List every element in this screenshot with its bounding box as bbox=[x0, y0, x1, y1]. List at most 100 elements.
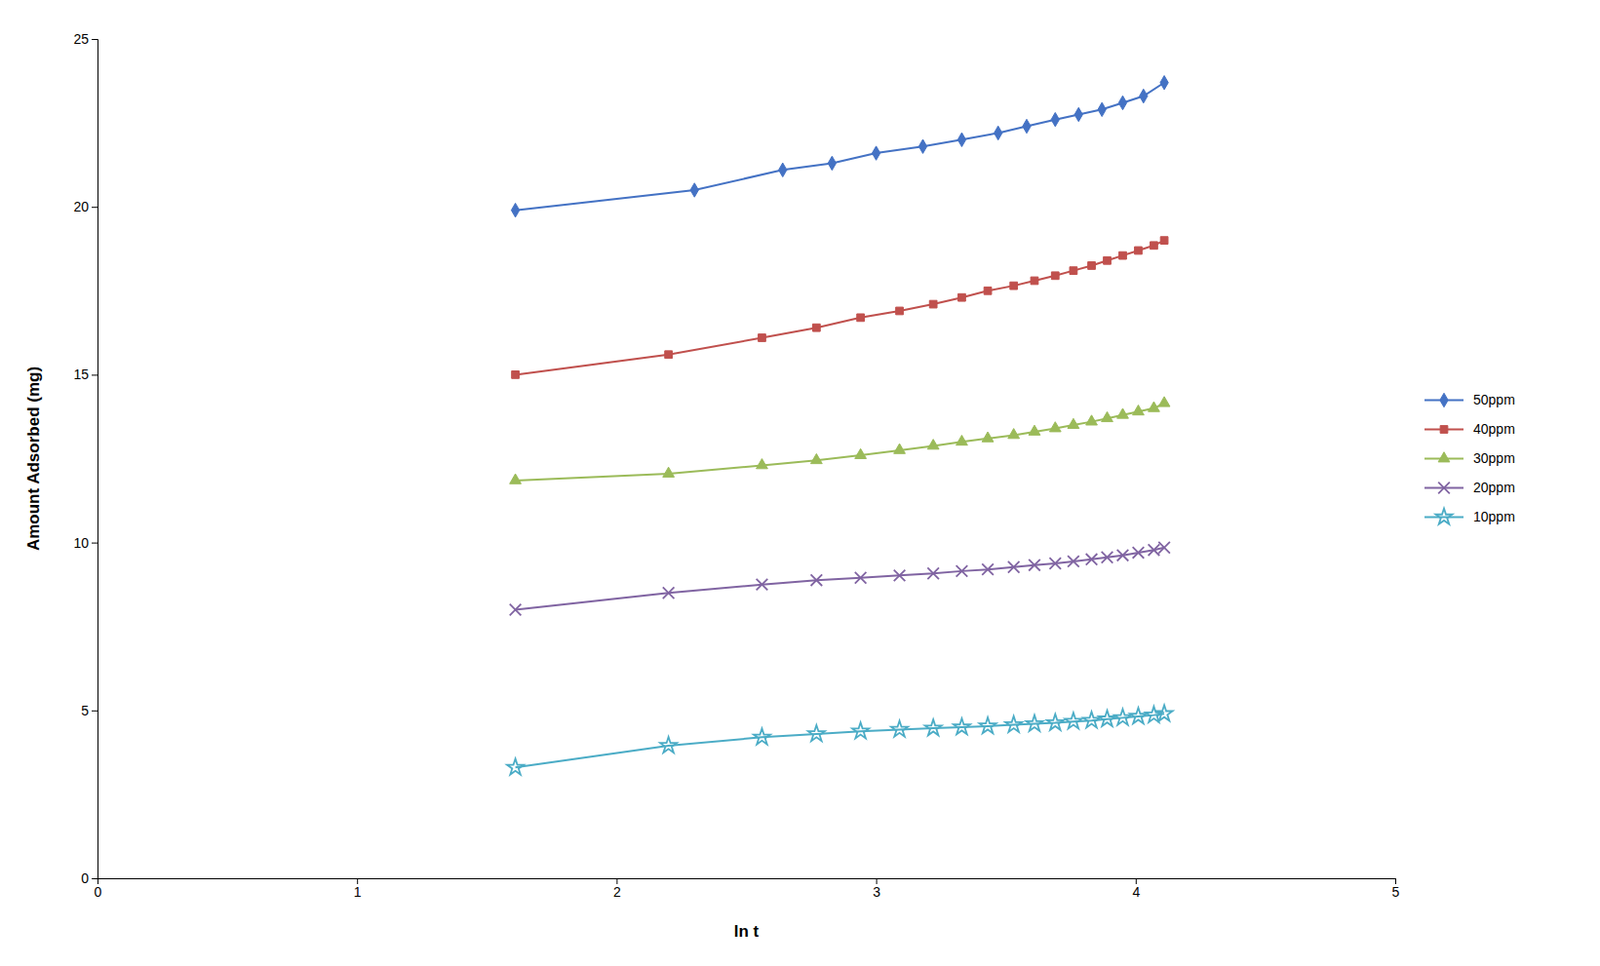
marker bbox=[1132, 546, 1145, 559]
marker bbox=[813, 323, 821, 332]
marker bbox=[511, 371, 520, 380]
marker bbox=[663, 586, 675, 599]
tick-label: 15 bbox=[73, 366, 89, 383]
legend: 50ppm40ppm30ppm20ppm10ppm bbox=[1424, 391, 1516, 525]
marker bbox=[510, 202, 519, 217]
marker bbox=[1156, 704, 1173, 721]
tick-mark bbox=[91, 374, 98, 376]
marker bbox=[1088, 262, 1096, 271]
marker bbox=[1103, 256, 1112, 265]
marker bbox=[1067, 555, 1080, 568]
marker bbox=[958, 293, 967, 302]
marker bbox=[1134, 246, 1143, 255]
marker bbox=[979, 717, 997, 734]
marker bbox=[1101, 411, 1114, 422]
tick-mark bbox=[91, 710, 98, 712]
marker bbox=[1117, 549, 1130, 562]
marker bbox=[1010, 281, 1018, 290]
legend-marker bbox=[1438, 482, 1450, 495]
tick: 25 bbox=[73, 31, 98, 47]
marker bbox=[1047, 714, 1064, 731]
marker bbox=[1030, 276, 1039, 285]
tick: 0 bbox=[80, 870, 98, 887]
legend-label: 40ppm bbox=[1473, 421, 1516, 437]
marker bbox=[896, 307, 904, 315]
marker bbox=[1119, 251, 1128, 260]
marker bbox=[855, 572, 867, 585]
axis-line bbox=[91, 39, 99, 880]
axis-line bbox=[98, 879, 1397, 886]
tick-label: 10 bbox=[73, 535, 89, 551]
marker bbox=[663, 467, 675, 477]
chart: 0123450510152025ln tAmount Adsorbed (mg)… bbox=[0, 0, 1600, 966]
tick: 0 bbox=[94, 878, 103, 900]
marker bbox=[811, 574, 823, 586]
tick-label: 1 bbox=[353, 884, 362, 900]
marker bbox=[1101, 551, 1114, 564]
marker bbox=[660, 737, 677, 753]
marker bbox=[1158, 542, 1171, 554]
tick-label: 0 bbox=[80, 870, 89, 887]
marker bbox=[1028, 559, 1041, 572]
marker bbox=[1049, 557, 1061, 570]
marker bbox=[994, 125, 1003, 140]
tick: 15 bbox=[73, 366, 98, 383]
marker bbox=[871, 146, 880, 160]
marker bbox=[758, 334, 767, 343]
marker bbox=[956, 434, 969, 445]
tick: 10 bbox=[73, 535, 98, 551]
tick-label: 5 bbox=[1392, 884, 1401, 900]
tick-label: 2 bbox=[613, 884, 622, 900]
marker bbox=[1025, 715, 1043, 732]
marker bbox=[1150, 241, 1159, 250]
marker bbox=[1051, 112, 1059, 126]
tick-mark bbox=[91, 543, 98, 545]
tick: 5 bbox=[80, 702, 98, 719]
marker bbox=[1160, 76, 1169, 90]
marker bbox=[927, 567, 939, 580]
marker bbox=[957, 132, 966, 147]
marker bbox=[507, 758, 524, 775]
marker bbox=[779, 162, 787, 177]
legend-marker bbox=[1435, 508, 1452, 525]
marker bbox=[756, 459, 769, 469]
tick: 20 bbox=[73, 198, 98, 215]
marker bbox=[953, 718, 971, 735]
marker bbox=[855, 448, 867, 459]
marker bbox=[1069, 267, 1078, 275]
legend-marker bbox=[1440, 426, 1448, 434]
marker bbox=[1005, 716, 1022, 733]
series bbox=[509, 542, 1171, 616]
legend-marker bbox=[1438, 452, 1450, 463]
marker bbox=[1098, 710, 1116, 727]
marker bbox=[1086, 553, 1098, 566]
tick: 5 bbox=[1392, 878, 1401, 900]
marker bbox=[1148, 544, 1161, 556]
marker bbox=[894, 570, 906, 583]
marker bbox=[1022, 118, 1031, 133]
legend-label: 50ppm bbox=[1473, 391, 1516, 408]
line bbox=[515, 713, 1166, 768]
marker bbox=[925, 719, 942, 736]
tick-mark bbox=[91, 878, 98, 880]
marker bbox=[1118, 95, 1127, 110]
marker bbox=[1148, 401, 1161, 412]
marker bbox=[1051, 272, 1059, 280]
marker bbox=[1064, 712, 1082, 729]
marker bbox=[1158, 396, 1171, 407]
series bbox=[511, 236, 1169, 380]
line bbox=[515, 547, 1166, 611]
line bbox=[515, 82, 1166, 211]
x-axis-title: ln t bbox=[734, 922, 760, 941]
tick: 1 bbox=[353, 878, 362, 900]
legend-label: 20ppm bbox=[1473, 479, 1516, 496]
marker bbox=[1097, 102, 1106, 117]
series bbox=[507, 704, 1173, 775]
marker bbox=[983, 286, 992, 295]
tick-label: 20 bbox=[73, 198, 89, 215]
x-axis: 012345 bbox=[94, 878, 1401, 900]
marker bbox=[810, 453, 822, 464]
marker bbox=[1117, 408, 1130, 419]
marker bbox=[1139, 88, 1148, 103]
marker bbox=[827, 156, 836, 170]
